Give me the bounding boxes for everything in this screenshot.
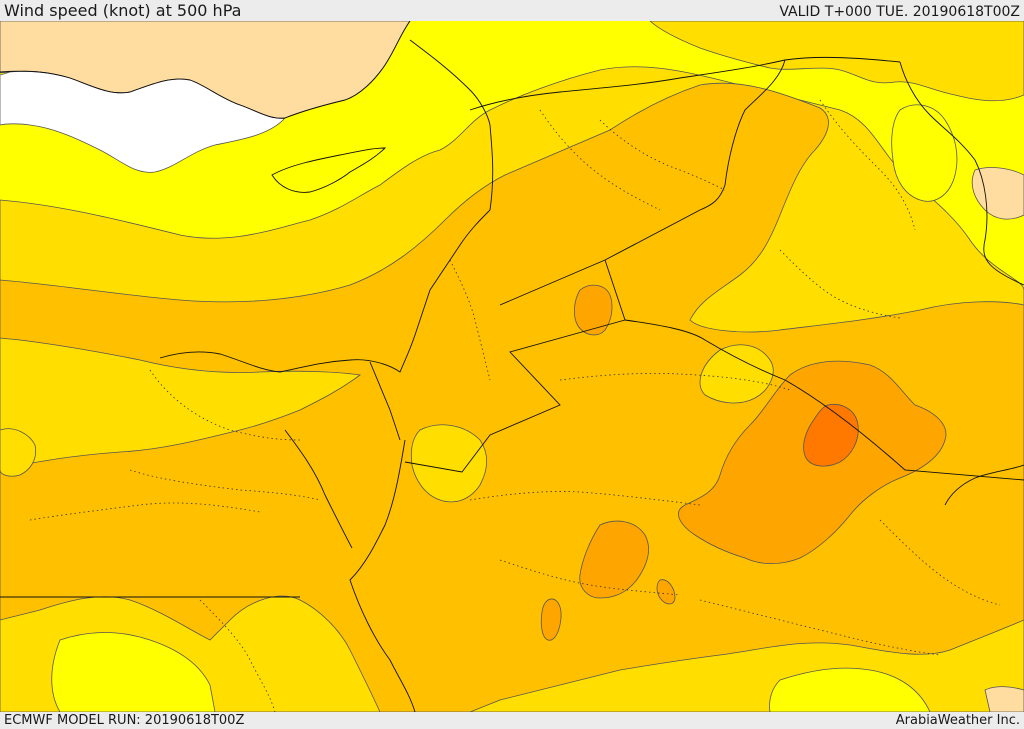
band-yellow-pocket-sinai: [410, 424, 488, 503]
border-egypt-israel: [369, 361, 401, 441]
border-iraq-iran: [899, 61, 1024, 286]
map-title: Wind speed (knot) at 500 hPa: [4, 1, 242, 20]
coastline-turkey-east: [409, 39, 494, 211]
provincial-boundaries: [29, 99, 1001, 712]
coastline-gulf-suez: [284, 429, 353, 549]
band-low-ne: [971, 167, 1024, 220]
valid-time: VALID T+000 TUE. 20190618T00Z: [779, 4, 1020, 20]
band-bright-yellow-south: [51, 632, 216, 712]
map-canvas: [0, 21, 1024, 712]
coastline-mediterranean-east: [159, 209, 491, 373]
band-yellow-pocket-west: [0, 428, 37, 477]
border-syria-jordan: [499, 259, 606, 306]
band-bright-yellow-se: [769, 667, 931, 712]
footer-bar: ECMWF MODEL RUN: 20190618T00Z ArabiaWeat…: [0, 712, 1024, 729]
border-turkey-syria: [469, 56, 901, 111]
band-orange-light-3: [574, 284, 613, 336]
header-bar: Wind speed (knot) at 500 hPa VALID T+000…: [0, 0, 1024, 21]
band-orange-light-2: [579, 520, 650, 599]
band-yellow-pocket-ne: [699, 344, 774, 404]
band-yellow-ne: [649, 21, 1024, 102]
band-orange-light-5: [656, 579, 676, 605]
coastline-red-sea: [349, 439, 416, 712]
wind-speed-map[interactable]: [0, 21, 1024, 712]
gulf-coastline: [944, 464, 1024, 506]
border-syria-iraq: [604, 59, 786, 261]
band-low-se: [984, 686, 1024, 712]
band-bright-yellow-iraq: [891, 104, 958, 202]
band-orange-light-4: [540, 598, 562, 641]
cyprus-outline: [271, 147, 387, 193]
model-run: ECMWF MODEL RUN: 20190618T00Z: [4, 713, 245, 728]
border-iraq-saudi: [624, 319, 1024, 481]
coastline-turkey-south: [0, 21, 411, 119]
credit: ArabiaWeather Inc.: [895, 713, 1020, 728]
